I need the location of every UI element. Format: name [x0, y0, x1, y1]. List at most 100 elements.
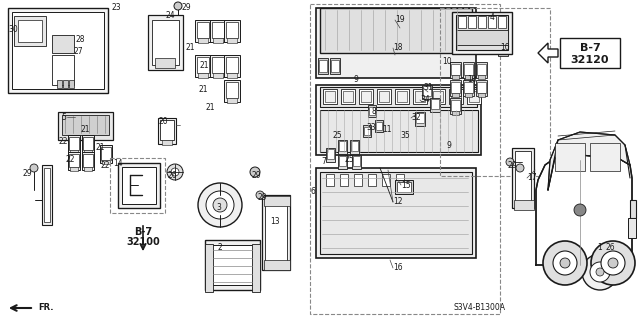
Bar	[320, 172, 472, 254]
Circle shape	[256, 191, 264, 199]
Circle shape	[213, 198, 227, 212]
Bar	[395, 180, 413, 194]
Bar	[101, 147, 111, 160]
Bar	[396, 174, 404, 186]
Circle shape	[591, 241, 635, 285]
Bar	[162, 140, 172, 145]
Text: 3: 3	[216, 204, 221, 212]
Bar	[318, 58, 328, 74]
Bar	[338, 140, 347, 154]
Bar	[430, 98, 440, 112]
Bar	[464, 78, 474, 92]
Text: 23: 23	[112, 4, 122, 12]
Text: 29: 29	[181, 4, 191, 12]
Bar	[320, 8, 472, 53]
Bar	[110, 158, 165, 213]
Bar	[450, 62, 460, 76]
Bar	[58, 112, 113, 140]
Circle shape	[596, 268, 604, 276]
Bar	[364, 127, 370, 135]
Bar	[84, 167, 92, 171]
Bar	[590, 143, 620, 171]
Bar	[488, 16, 496, 28]
Bar	[210, 245, 255, 285]
Text: 27: 27	[74, 47, 84, 57]
Text: 32: 32	[411, 114, 420, 123]
Bar	[477, 82, 486, 93]
Bar	[341, 89, 355, 104]
Text: 1: 1	[597, 244, 602, 252]
Bar	[433, 91, 443, 102]
Bar	[478, 16, 486, 28]
Bar	[205, 244, 213, 292]
Bar	[560, 38, 620, 68]
Bar	[514, 200, 534, 210]
Text: 21: 21	[205, 103, 215, 113]
Bar	[468, 16, 476, 28]
Bar	[326, 174, 334, 186]
Circle shape	[516, 164, 524, 172]
Bar	[477, 64, 486, 75]
Text: 21: 21	[198, 85, 208, 94]
Bar	[456, 15, 508, 50]
Bar	[464, 64, 473, 75]
Circle shape	[30, 164, 38, 172]
Bar	[368, 174, 376, 186]
Bar	[350, 140, 359, 154]
Bar	[415, 91, 425, 102]
Bar	[330, 58, 340, 74]
Bar	[319, 60, 327, 72]
Bar	[68, 135, 80, 153]
Bar	[224, 55, 240, 77]
Bar	[498, 16, 506, 28]
Bar	[264, 260, 290, 270]
Bar	[198, 38, 208, 43]
Text: B-7: B-7	[580, 43, 600, 53]
Bar	[331, 60, 339, 72]
Circle shape	[167, 164, 183, 180]
Bar	[343, 91, 353, 102]
Text: 26: 26	[606, 244, 616, 252]
Bar	[158, 118, 176, 144]
Text: 15: 15	[401, 180, 411, 189]
Bar	[316, 8, 476, 78]
Text: 6: 6	[310, 188, 315, 196]
Text: 10: 10	[467, 76, 477, 84]
Bar	[227, 98, 237, 103]
Circle shape	[206, 191, 234, 219]
Bar	[326, 148, 335, 162]
Bar	[452, 93, 459, 97]
Bar	[416, 113, 424, 123]
Bar	[451, 91, 461, 102]
Bar	[320, 110, 478, 152]
Bar	[452, 111, 459, 115]
Bar	[397, 182, 411, 192]
Bar	[310, 4, 500, 314]
Bar	[369, 107, 375, 115]
Text: B-7: B-7	[134, 227, 152, 237]
Bar	[118, 163, 160, 208]
Text: 29: 29	[258, 194, 268, 203]
Text: FR.: FR.	[38, 303, 54, 313]
Bar	[227, 73, 237, 78]
Text: 16: 16	[393, 263, 403, 273]
Bar	[363, 125, 371, 137]
Bar	[224, 80, 240, 102]
Bar	[323, 89, 337, 104]
Circle shape	[601, 251, 625, 275]
Bar	[69, 137, 79, 150]
Text: 28: 28	[76, 36, 86, 44]
Bar	[465, 75, 472, 79]
Bar	[316, 85, 481, 155]
Bar	[368, 105, 376, 117]
Bar	[440, 8, 550, 176]
Text: 30: 30	[8, 26, 18, 35]
Bar	[450, 98, 461, 114]
Polygon shape	[548, 132, 630, 190]
Circle shape	[608, 258, 618, 268]
Text: 33: 33	[366, 124, 376, 132]
Text: 29: 29	[252, 171, 262, 180]
Text: 2: 2	[218, 244, 223, 252]
Bar	[478, 75, 485, 79]
Bar	[70, 167, 78, 171]
